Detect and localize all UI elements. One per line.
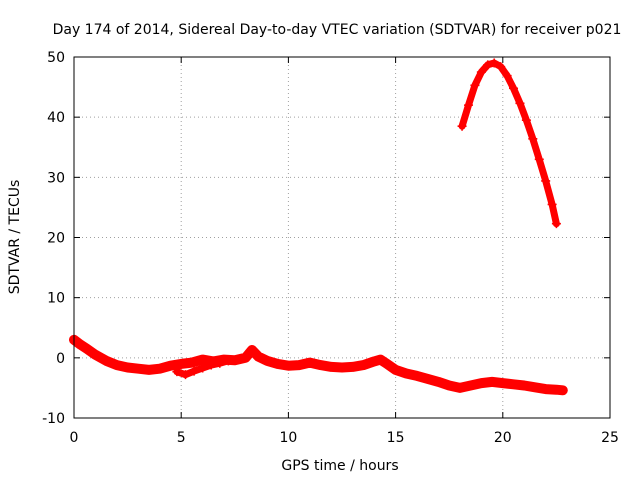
x-tick-label: 10: [279, 430, 297, 446]
data-point: [348, 362, 358, 372]
data-point: [496, 62, 506, 72]
data-series: [69, 58, 568, 396]
data-point: [487, 377, 497, 387]
data-point: [412, 371, 422, 381]
data-point: [123, 362, 133, 372]
data-point: [509, 83, 519, 93]
data-point: [155, 364, 165, 374]
data-point: [521, 115, 531, 125]
series-upper-arc: [457, 58, 561, 229]
data-point: [541, 176, 551, 186]
data-point: [528, 134, 538, 144]
y-tick-label: 20: [47, 231, 65, 247]
data-point: [369, 356, 379, 366]
data-point: [176, 359, 186, 369]
data-point: [551, 219, 561, 229]
y-tick-label: 10: [47, 291, 65, 307]
y-tick-label: 30: [47, 170, 65, 186]
data-point: [534, 154, 544, 164]
data-point: [316, 360, 326, 370]
data-point: [198, 355, 208, 365]
grid-lines: [74, 57, 610, 418]
data-point: [470, 80, 480, 90]
data-point: [144, 365, 154, 375]
data-point: [433, 377, 443, 387]
data-point: [401, 368, 411, 378]
x-tick-label: 15: [387, 430, 405, 446]
data-point: [180, 370, 190, 380]
data-point: [457, 121, 467, 131]
data-point: [294, 360, 304, 370]
data-point: [165, 361, 175, 371]
data-point: [489, 58, 499, 68]
data-point: [382, 359, 392, 369]
data-point: [515, 98, 525, 108]
data-point: [253, 352, 263, 362]
data-point: [101, 356, 111, 366]
x-tick-label: 25: [601, 430, 619, 446]
data-point: [509, 379, 519, 389]
data-point: [391, 365, 401, 375]
data-point: [305, 358, 315, 368]
data-point: [466, 381, 476, 391]
data-point: [82, 344, 92, 354]
y-axis: -10 0 10 20 30 40 50: [42, 50, 610, 427]
data-point: [558, 385, 568, 395]
data-point: [541, 384, 551, 394]
data-point: [215, 358, 225, 368]
data-point: [75, 340, 85, 350]
series-lower-branch: [172, 356, 233, 380]
data-point: [498, 378, 508, 388]
data-point: [172, 367, 182, 377]
data-point: [223, 356, 233, 366]
y-tick-label: -10: [42, 411, 65, 427]
data-point: [187, 358, 197, 368]
data-point: [502, 71, 512, 81]
data-point: [444, 381, 454, 391]
x-tick-label: 5: [177, 430, 186, 446]
x-tick-label: 0: [70, 430, 79, 446]
y-tick-label: 0: [56, 351, 65, 367]
data-point: [530, 382, 540, 392]
data-point: [337, 362, 347, 372]
data-point: [133, 364, 143, 374]
data-point: [112, 360, 122, 370]
series-line: [458, 59, 560, 228]
data-point: [463, 100, 473, 110]
data-point: [376, 355, 386, 365]
data-point: [247, 345, 257, 355]
data-point: [476, 67, 486, 77]
y-axis-label: SDTVAR / TECUs: [7, 180, 23, 295]
data-point: [262, 356, 272, 366]
data-point: [189, 366, 199, 376]
y-tick-label: 40: [47, 110, 65, 126]
data-point: [206, 360, 216, 370]
data-point: [423, 374, 433, 384]
data-point: [198, 363, 208, 373]
data-point: [547, 199, 557, 209]
data-point: [476, 378, 486, 388]
data-point: [283, 361, 293, 371]
data-point: [519, 381, 529, 391]
series-main-arc: [69, 334, 568, 396]
data-point: [483, 60, 493, 70]
data-point: [273, 359, 283, 369]
data-point: [455, 383, 465, 393]
x-axis: 0 5 10 15 20 25: [70, 57, 619, 446]
data-point: [241, 353, 251, 363]
data-point: [358, 360, 368, 370]
chart-title: Day 174 of 2014, Sidereal Day-to-day VTE…: [53, 22, 622, 38]
x-tick-label: 20: [494, 430, 512, 446]
data-point: [326, 362, 336, 372]
y-tick-label: 50: [47, 50, 65, 66]
x-axis-label: GPS time / hours: [281, 458, 398, 474]
data-point: [90, 350, 100, 360]
